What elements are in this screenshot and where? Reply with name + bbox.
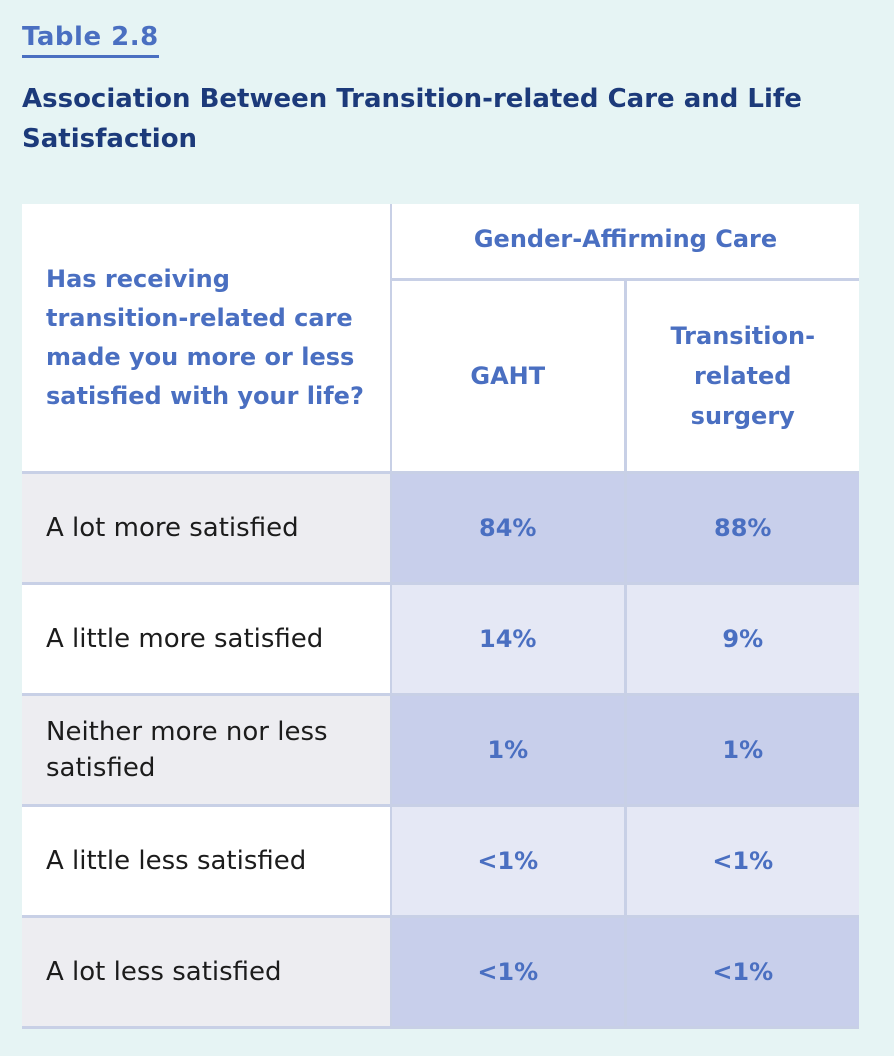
- table-row: Neither more nor less satisfied 1% 1%: [22, 694, 859, 807]
- value-surgery: 1%: [625, 694, 859, 807]
- value-gaht: 1%: [391, 694, 627, 807]
- column-header-gaht: GAHT: [391, 279, 627, 474]
- row-label: A lot less satisfied: [22, 916, 392, 1029]
- table-row: A lot less satisfied <1% <1%: [22, 916, 859, 1029]
- table-header-row: Has receiving transition-related care ma…: [22, 204, 859, 474]
- row-header: Has receiving transition-related care ma…: [22, 204, 392, 474]
- value-gaht: <1%: [391, 916, 627, 1029]
- row-label: A little less satisfied: [22, 805, 392, 918]
- column-header-surgery: Transition-related surgery: [625, 279, 859, 474]
- value-gaht: 14%: [391, 583, 627, 696]
- table-row: A little more satisfied 14% 9%: [22, 583, 859, 696]
- value-surgery: 88%: [625, 472, 859, 585]
- table-row: A lot more satisfied 84% 88%: [22, 472, 859, 585]
- life-satisfaction-table: Has receiving transition-related care ma…: [22, 204, 859, 1029]
- group-header: Gender-Affirming Care: [391, 204, 859, 281]
- row-label: A lot more satisfied: [22, 472, 392, 585]
- row-label: Neither more nor less satisfied: [22, 694, 392, 807]
- value-surgery: <1%: [625, 805, 859, 918]
- value-gaht: <1%: [391, 805, 627, 918]
- value-surgery: 9%: [625, 583, 859, 696]
- row-label: A little more satisfied: [22, 583, 392, 696]
- value-surgery: <1%: [625, 916, 859, 1029]
- table-title: Association Between Transition-related C…: [22, 84, 802, 154]
- table-row: A little less satisfied <1% <1%: [22, 805, 859, 918]
- column-header-row: GAHT Transition-related surgery: [22, 279, 859, 474]
- table-label: Table 2.8: [22, 20, 159, 58]
- value-gaht: 84%: [391, 472, 627, 585]
